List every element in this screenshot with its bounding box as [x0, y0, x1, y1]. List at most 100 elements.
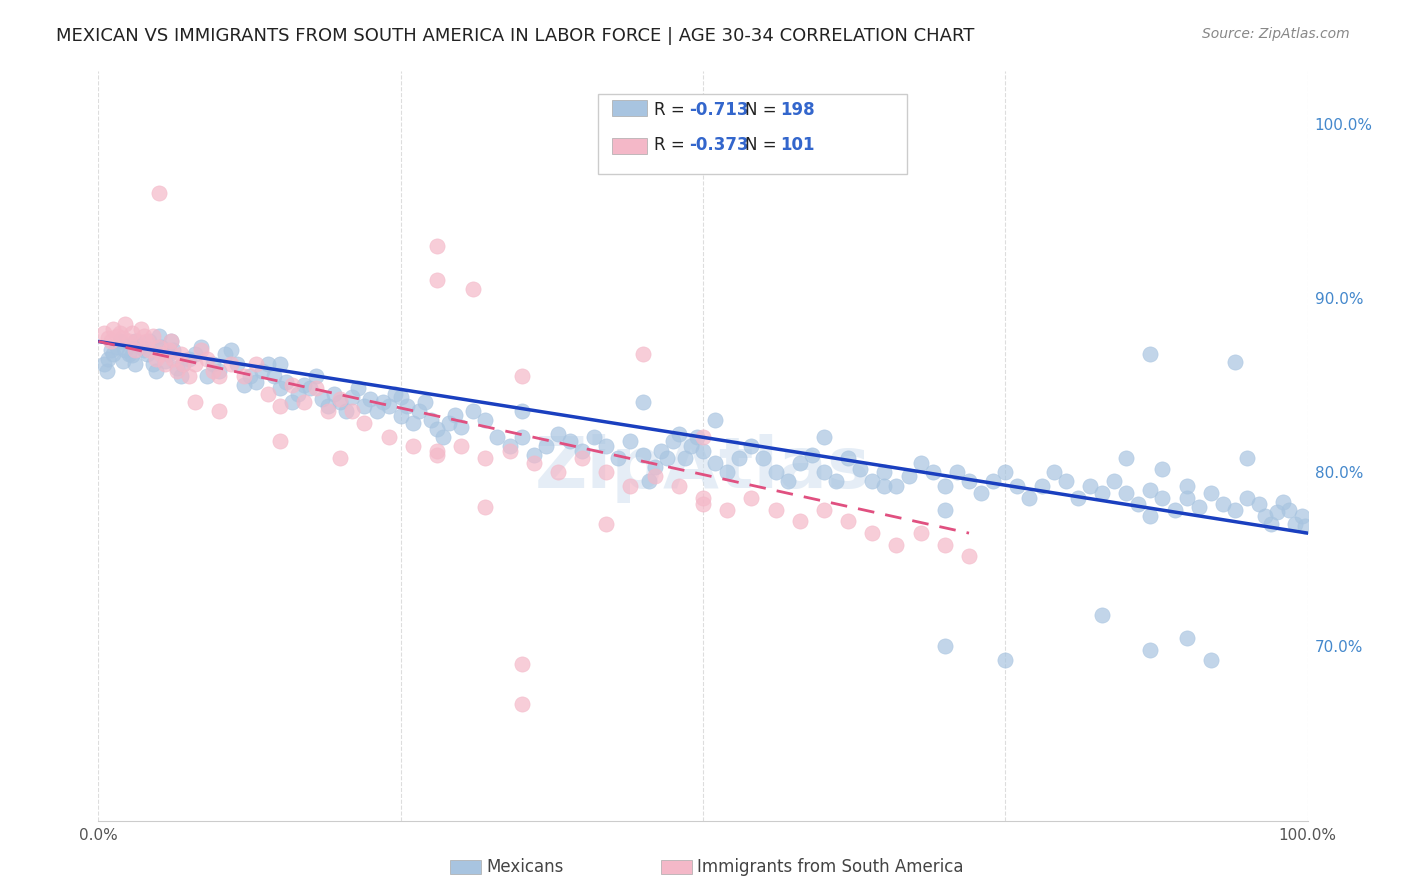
Point — [124, 343, 146, 358]
Point — [138, 334, 160, 349]
Point — [1128, 496, 1150, 510]
Point — [184, 395, 207, 409]
Point — [934, 503, 956, 517]
Text: Mexicans: Mexicans — [486, 858, 564, 876]
Point — [1254, 508, 1277, 523]
Point — [1212, 496, 1234, 510]
Point — [148, 186, 170, 201]
Point — [1294, 519, 1316, 533]
Point — [910, 526, 932, 541]
Point — [1139, 483, 1161, 497]
Point — [510, 430, 533, 444]
Point — [269, 399, 291, 413]
Point — [873, 465, 896, 479]
Point — [1236, 451, 1258, 466]
Point — [121, 326, 143, 340]
Point — [1042, 465, 1064, 479]
Point — [135, 334, 157, 349]
Point — [692, 496, 714, 510]
Point — [153, 353, 176, 368]
Point — [1115, 486, 1137, 500]
Point — [124, 357, 146, 371]
Point — [426, 273, 449, 287]
Point — [921, 465, 943, 479]
Point — [100, 334, 122, 349]
Point — [595, 517, 617, 532]
Point — [1291, 508, 1313, 523]
Point — [886, 479, 908, 493]
Point — [148, 343, 170, 358]
Point — [172, 357, 194, 371]
Point — [1139, 508, 1161, 523]
Point — [474, 451, 496, 466]
Point — [1175, 631, 1198, 645]
Point — [886, 538, 908, 552]
Point — [692, 491, 714, 506]
Point — [1139, 643, 1161, 657]
Point — [789, 514, 811, 528]
Point — [389, 390, 412, 404]
Point — [389, 409, 412, 424]
Point — [510, 369, 533, 384]
Point — [934, 479, 956, 493]
Point — [281, 378, 304, 392]
Point — [305, 382, 328, 396]
Point — [789, 457, 811, 471]
Point — [716, 503, 738, 517]
Point — [157, 346, 180, 360]
Point — [299, 382, 322, 396]
Point — [704, 457, 727, 471]
Point — [208, 364, 231, 378]
Point — [190, 343, 212, 358]
Point — [402, 439, 425, 453]
Point — [150, 346, 173, 360]
Point — [463, 282, 485, 296]
Point — [208, 369, 231, 384]
Text: R =: R = — [654, 101, 690, 119]
Point — [740, 491, 762, 506]
Point — [1152, 461, 1174, 475]
Point — [994, 465, 1017, 479]
Point — [269, 434, 291, 448]
Point — [93, 357, 115, 371]
Point — [432, 430, 454, 444]
Point — [1152, 491, 1174, 506]
Point — [97, 331, 120, 345]
Point — [190, 340, 212, 354]
Point — [202, 364, 225, 378]
Point — [1267, 505, 1289, 519]
Point — [142, 357, 165, 371]
Point — [426, 444, 449, 458]
Point — [571, 444, 593, 458]
Point — [897, 468, 920, 483]
Point — [184, 357, 207, 371]
Point — [129, 322, 152, 336]
Point — [250, 364, 273, 378]
Point — [498, 444, 520, 458]
Point — [1278, 503, 1301, 517]
Point — [179, 351, 201, 366]
Point — [100, 343, 122, 358]
Point — [1236, 491, 1258, 506]
Point — [595, 439, 617, 453]
Point — [101, 346, 124, 360]
Point — [957, 474, 980, 488]
Point — [849, 461, 872, 475]
Text: 101: 101 — [780, 136, 815, 154]
Point — [474, 500, 496, 514]
Point — [402, 417, 425, 431]
Point — [752, 451, 775, 466]
Point — [127, 338, 149, 352]
Point — [1199, 653, 1222, 667]
Text: -0.713: -0.713 — [689, 101, 748, 119]
Point — [105, 329, 128, 343]
Point — [195, 351, 218, 366]
Point — [679, 439, 702, 453]
Point — [353, 399, 375, 413]
Point — [1031, 479, 1053, 493]
Point — [583, 430, 606, 444]
Point — [970, 486, 993, 500]
Point — [426, 421, 449, 435]
Point — [558, 434, 581, 448]
Point — [245, 357, 267, 371]
